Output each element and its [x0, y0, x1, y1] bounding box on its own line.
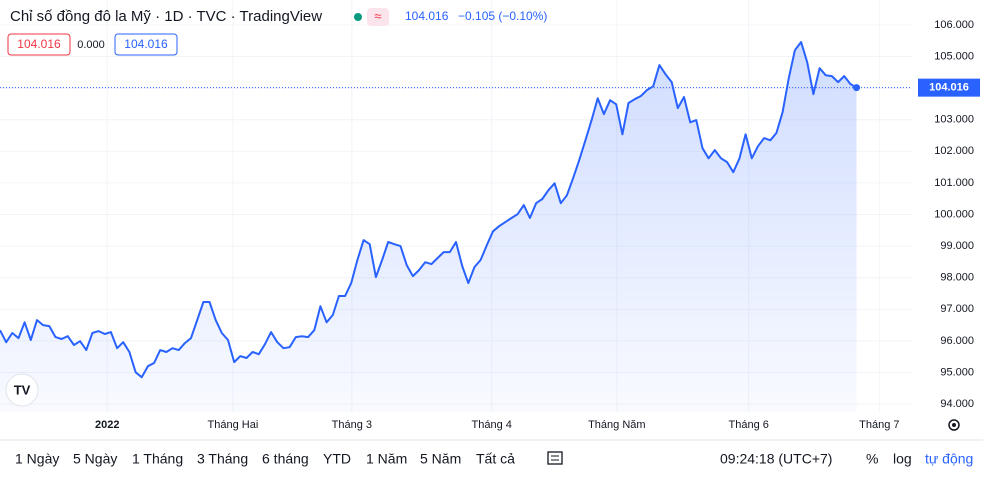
scale-option[interactable]: log: [893, 451, 912, 467]
x-tick-label: Tháng Năm: [588, 419, 645, 431]
x-tick-label: Tháng 7: [859, 419, 899, 431]
last-price: 104.016: [405, 9, 449, 23]
scale-option[interactable]: tự động: [925, 451, 973, 467]
last-point: [853, 84, 861, 92]
settings-icon[interactable]: [948, 419, 960, 431]
range-button[interactable]: 1 Ngày: [15, 451, 59, 467]
logo[interactable]: [5, 373, 39, 407]
range-button[interactable]: 1 Tháng: [132, 451, 183, 467]
x-tick-label: Tháng Hai: [208, 419, 259, 431]
bid: 104.016: [17, 37, 61, 51]
x-tick-label: Tháng 4: [472, 419, 512, 431]
y-tick-label: 105.000: [934, 50, 974, 62]
range-button[interactable]: YTD: [323, 451, 351, 467]
y-tick-label: 101.000: [934, 177, 974, 189]
y-tick-label: 94.000: [940, 398, 974, 410]
spread: 0.000: [77, 39, 105, 51]
y-tick-label: 103.000: [934, 114, 974, 126]
ask: 104.016: [124, 37, 168, 51]
status-dot: [354, 13, 362, 21]
y-tick-label: 106.000: [934, 19, 974, 31]
logo-mark: TV: [14, 382, 31, 397]
range-button[interactable]: 1 Năm: [366, 451, 407, 467]
range-button[interactable]: 5 Năm: [420, 451, 461, 467]
clock: 09:24:18 (UTC+7): [720, 451, 832, 467]
y-tick-label: 99.000: [940, 240, 974, 252]
price-change: −0.105 (−0.10%): [458, 9, 547, 23]
area-fill: [0, 42, 857, 412]
y-tick-label: 100.000: [934, 208, 974, 220]
bid-box: [7, 33, 71, 56]
x-tick-label: Tháng 6: [729, 419, 769, 431]
x-tick-label: 2022: [95, 419, 119, 431]
y-tick-label: 97.000: [940, 303, 974, 315]
range-button[interactable]: 5 Ngày: [73, 451, 117, 467]
ask-box: [114, 33, 178, 56]
badge-icon: ≈: [374, 8, 381, 23]
compare-icon[interactable]: [547, 451, 563, 465]
range-button[interactable]: Tất cả: [476, 451, 515, 467]
range-button[interactable]: 3 Tháng: [197, 451, 248, 467]
chart-title: Chỉ số đồng đô la Mỹ · 1D · TVC · Tradin…: [10, 8, 322, 25]
y-tick-label: 95.000: [940, 366, 974, 378]
scale-option[interactable]: %: [866, 451, 878, 467]
y-tick-label: 98.000: [940, 272, 974, 284]
price-label-box: [918, 78, 980, 97]
price-line: [0, 41, 858, 379]
x-tick-label: Tháng 3: [332, 419, 372, 431]
range-button[interactable]: 6 tháng: [262, 451, 309, 467]
y-tick-label: 96.000: [940, 335, 974, 347]
badge: [367, 8, 389, 26]
y-tick-label: 102.000: [934, 145, 974, 157]
price-label: 104.016: [929, 82, 969, 94]
